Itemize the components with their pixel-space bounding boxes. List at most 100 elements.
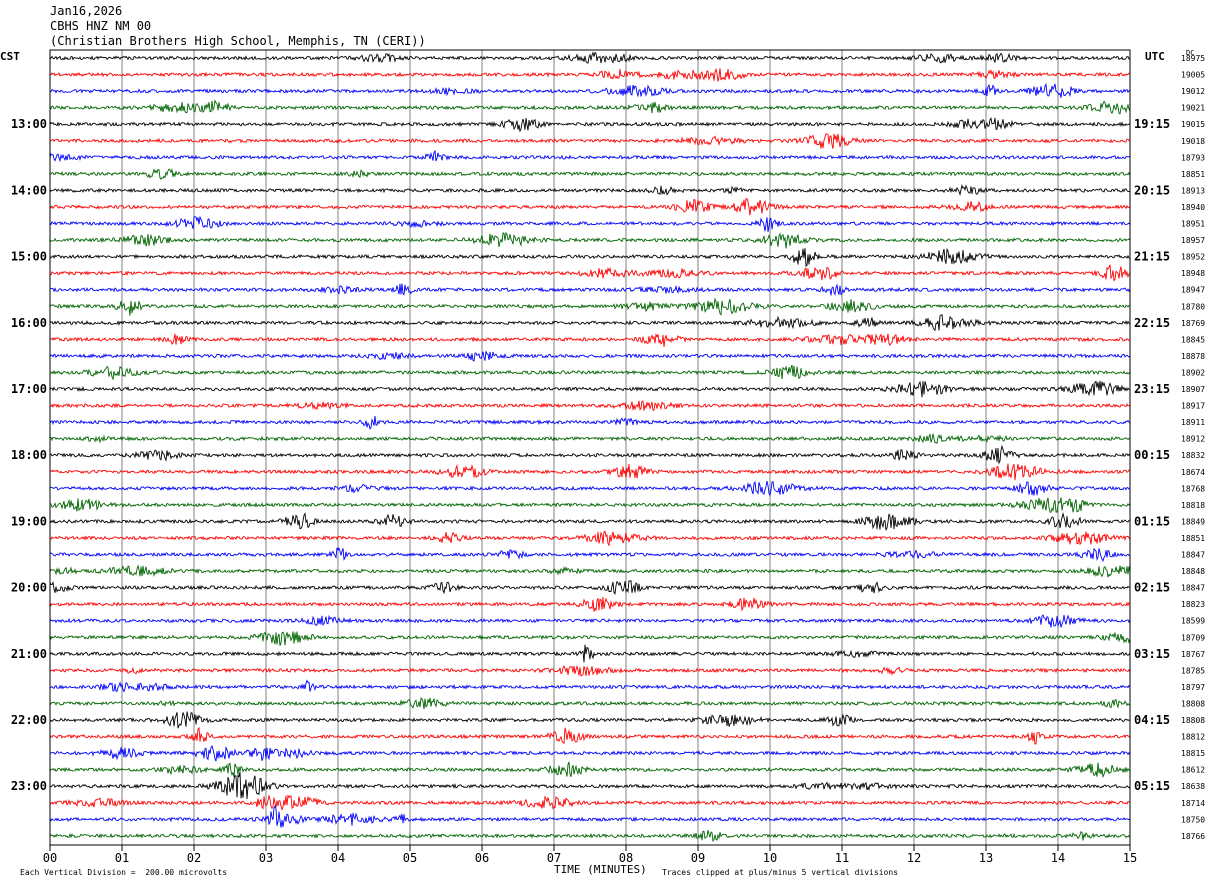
clip-note: Traces clipped at plus/minus 5 vertical … — [662, 868, 899, 877]
dc-offset-label: 18823 — [1181, 600, 1205, 609]
dc-offset-label: 18766 — [1181, 832, 1205, 841]
dc-offset-label: 18902 — [1181, 368, 1205, 377]
left-hour-label: 20:00 — [11, 581, 47, 595]
x-tick-label: 15 — [1123, 851, 1137, 865]
left-hour-label: 21:00 — [11, 647, 47, 661]
trace-row — [49, 697, 1131, 710]
right-hour-label: 04:15 — [1134, 713, 1170, 727]
trace-row — [49, 82, 1131, 98]
trace-row — [49, 679, 1131, 693]
dc-offset-label: 18780 — [1181, 302, 1205, 311]
trace-row — [49, 564, 1131, 578]
trace-row — [49, 726, 1131, 745]
trace-row — [49, 380, 1131, 398]
dc-offset-label: 19005 — [1181, 71, 1205, 80]
right-hour-label: 19:15 — [1134, 117, 1170, 131]
dc-offset-label: 18957 — [1181, 236, 1205, 245]
x-axis-title: TIME (MINUTES) — [554, 863, 647, 876]
dc-offset-label: 18674 — [1181, 468, 1205, 477]
dc-offset-label: 19015 — [1181, 120, 1205, 129]
trace-row — [49, 761, 1131, 779]
trace-row — [49, 314, 1131, 332]
x-tick-label: 05 — [403, 851, 417, 865]
trace-row — [49, 664, 1131, 677]
dc-offset-label: 18917 — [1181, 402, 1205, 411]
trace-row — [49, 497, 1131, 513]
x-tick-label: 08 — [619, 851, 633, 865]
right-hour-label: 02:15 — [1134, 581, 1170, 595]
trace-row — [49, 415, 1131, 430]
header-location: (Christian Brothers High School, Memphis… — [50, 34, 426, 48]
right-hour-label: 20:15 — [1134, 183, 1170, 197]
x-tick-label: 14 — [1051, 851, 1065, 865]
dc-offset-label: 18808 — [1181, 699, 1205, 708]
dc-offset-label: 18912 — [1181, 435, 1205, 444]
trace-row — [49, 149, 1131, 163]
dc-offset-label: 18793 — [1181, 153, 1205, 162]
left-hour-label: 17:00 — [11, 382, 47, 396]
dc-offset-label: 19018 — [1181, 137, 1205, 146]
dc-offset-label: 18815 — [1181, 749, 1205, 758]
x-tick-label: 00 — [43, 851, 57, 865]
trace-row — [49, 231, 1131, 249]
dc-offset-label: 18808 — [1181, 716, 1205, 725]
x-tick-label: 02 — [187, 851, 201, 865]
dc-offset-label: 18948 — [1181, 269, 1205, 278]
dc-offset-label: 18878 — [1181, 352, 1205, 361]
trace-row — [49, 167, 1131, 180]
trace-row — [49, 614, 1131, 628]
x-tick-label: 06 — [475, 851, 489, 865]
trace-row — [49, 530, 1131, 547]
trace-row — [49, 351, 1131, 362]
trace-row — [49, 184, 1131, 197]
trace-row — [49, 400, 1131, 412]
right-hour-label: 03:15 — [1134, 647, 1170, 661]
x-tick-label: 07 — [547, 851, 561, 865]
trace-row — [49, 332, 1131, 348]
x-tick-label: 12 — [907, 851, 921, 865]
trace-row — [49, 830, 1131, 843]
dc-offset-label: 18714 — [1181, 799, 1205, 808]
dc-offset-label: 18940 — [1181, 203, 1205, 212]
trace-row — [49, 248, 1131, 267]
trace-row — [49, 264, 1131, 282]
trace-row — [49, 117, 1131, 133]
header-station: CBHS HNZ NM 00 — [50, 19, 152, 33]
trace-row — [49, 364, 1131, 381]
dc-offset-label: 18599 — [1181, 617, 1205, 626]
trace-row — [49, 198, 1131, 216]
dc-offset-label: 18785 — [1181, 666, 1205, 675]
dc-offset-label: 18769 — [1181, 319, 1205, 328]
x-tick-label: 11 — [835, 851, 849, 865]
dc-offset-label: 18847 — [1181, 551, 1205, 560]
x-tick-label: 10 — [763, 851, 777, 865]
trace-row — [49, 711, 1131, 729]
axis-labels: 00 01 02 03 04 05 06 07 08 09 10 11 12 13 14 15 18975 190… — [11, 54, 1205, 865]
dc-offset-label: 18767 — [1181, 650, 1205, 659]
left-timezone-label: CST — [0, 50, 20, 63]
right-hour-label: 22:15 — [1134, 316, 1170, 330]
right-hour-label: 23:15 — [1134, 382, 1170, 396]
dc-offset-label: 18907 — [1181, 385, 1205, 394]
right-hour-label: 21:15 — [1134, 250, 1170, 264]
trace-row — [49, 794, 1131, 811]
trace-row — [49, 133, 1131, 149]
dc-offset-label: 19021 — [1181, 104, 1205, 113]
dc-offset-label: 18818 — [1181, 501, 1205, 510]
dc-offset-label: 18612 — [1181, 766, 1205, 775]
left-hour-label: 18:00 — [11, 448, 47, 462]
dc-offset-label: 18768 — [1181, 484, 1205, 493]
left-hour-label: 23:00 — [11, 779, 47, 793]
dc-offset-label: 18750 — [1181, 815, 1205, 824]
dc-offset-label: 18952 — [1181, 253, 1205, 262]
seismic-traces — [49, 51, 1131, 843]
trace-row — [49, 444, 1131, 465]
x-tick-label: 13 — [979, 851, 993, 865]
dc-offset-label: 18797 — [1181, 683, 1205, 692]
dc-offset-label: 18638 — [1181, 782, 1205, 791]
left-hour-label: 13:00 — [11, 117, 47, 131]
x-tick-label: 03 — [259, 851, 273, 865]
dc-offset-label: 18847 — [1181, 584, 1205, 593]
trace-row — [49, 547, 1131, 562]
